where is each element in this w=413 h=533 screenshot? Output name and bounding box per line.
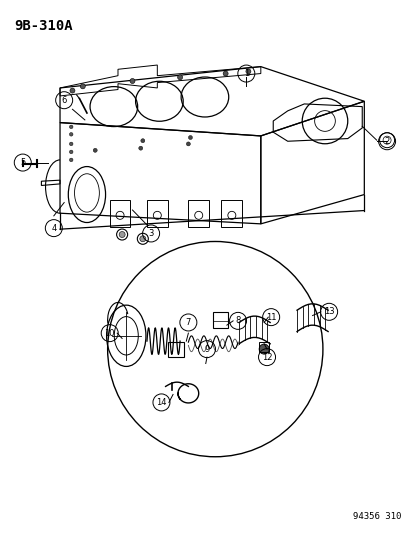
Circle shape bbox=[119, 231, 125, 238]
Circle shape bbox=[69, 142, 73, 146]
Text: 10: 10 bbox=[104, 329, 115, 337]
Text: 8: 8 bbox=[235, 317, 240, 325]
Circle shape bbox=[177, 75, 182, 80]
Text: 94356 310: 94356 310 bbox=[352, 512, 401, 521]
Text: 5: 5 bbox=[20, 158, 25, 167]
Circle shape bbox=[80, 84, 85, 89]
Circle shape bbox=[70, 88, 75, 93]
Text: 2: 2 bbox=[384, 137, 389, 146]
Text: 14: 14 bbox=[156, 398, 166, 407]
Circle shape bbox=[69, 150, 73, 154]
Circle shape bbox=[69, 158, 73, 161]
Text: 3: 3 bbox=[148, 229, 153, 238]
Circle shape bbox=[130, 78, 135, 84]
Circle shape bbox=[223, 71, 228, 76]
Text: 9: 9 bbox=[204, 345, 209, 353]
Circle shape bbox=[259, 344, 268, 354]
Text: 11: 11 bbox=[265, 313, 276, 321]
Text: 1: 1 bbox=[243, 69, 248, 78]
Text: 4: 4 bbox=[51, 224, 56, 232]
Text: 6: 6 bbox=[62, 96, 66, 104]
Text: 7: 7 bbox=[185, 318, 190, 327]
Circle shape bbox=[245, 69, 250, 74]
Circle shape bbox=[69, 133, 73, 136]
Text: 9B-310A: 9B-310A bbox=[14, 19, 73, 33]
Circle shape bbox=[140, 236, 145, 242]
Text: 13: 13 bbox=[323, 308, 334, 316]
Circle shape bbox=[93, 148, 97, 152]
Circle shape bbox=[140, 139, 145, 143]
Circle shape bbox=[186, 142, 190, 146]
Circle shape bbox=[69, 125, 73, 128]
Circle shape bbox=[138, 146, 142, 150]
Circle shape bbox=[188, 135, 192, 140]
Text: 12: 12 bbox=[261, 353, 272, 361]
